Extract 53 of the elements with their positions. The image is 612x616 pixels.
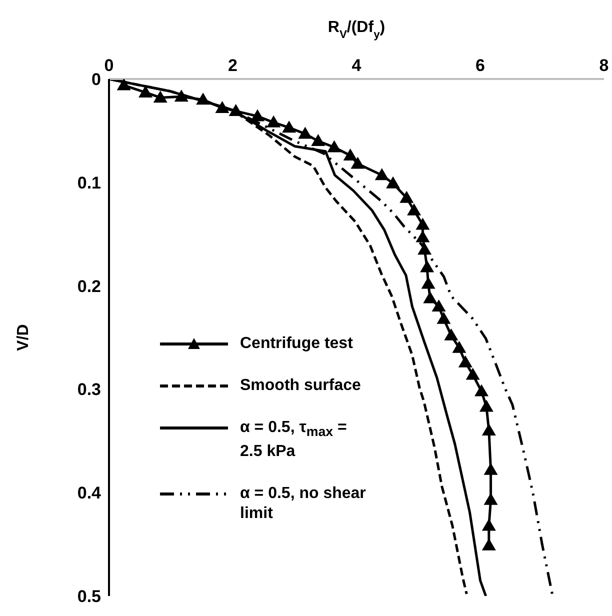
point <box>423 291 438 304</box>
point <box>458 355 472 368</box>
point <box>350 156 365 169</box>
x-tick-label: 0 <box>104 56 114 75</box>
x-axis-title: R$_{V}$/(Df$_{y}$) <box>328 19 386 41</box>
point <box>116 79 131 90</box>
point <box>215 100 230 113</box>
point <box>452 340 466 353</box>
y-tick-label: 0.2 <box>77 276 101 296</box>
point <box>436 312 451 324</box>
point <box>482 424 496 436</box>
point <box>327 140 342 152</box>
point <box>484 492 498 505</box>
point <box>416 230 430 242</box>
y-tick-label: 0.5 <box>77 587 101 606</box>
point <box>386 176 400 188</box>
y-tick-label: 0 <box>92 70 101 90</box>
point <box>250 109 264 122</box>
point <box>153 90 168 103</box>
point <box>298 126 312 139</box>
point <box>484 462 498 475</box>
point <box>400 190 414 203</box>
y-tick-label: 0.3 <box>77 380 101 400</box>
point <box>479 400 494 412</box>
point <box>416 218 430 230</box>
point <box>282 120 296 133</box>
y-tick-label: 0.4 <box>77 484 102 503</box>
point <box>421 276 436 289</box>
point <box>174 90 188 102</box>
point <box>482 518 496 531</box>
point <box>444 328 458 340</box>
y-axis-title: V/D <box>15 324 32 351</box>
point <box>466 368 480 380</box>
legend-label: Centrifuge test <box>240 334 354 354</box>
legend-label: α = 0.5, no shear limit <box>240 484 367 524</box>
point <box>343 148 358 161</box>
x-tick-label: 8 <box>599 56 609 75</box>
point <box>432 299 446 312</box>
y-tick-label: 0.1 <box>77 173 101 192</box>
x-tick-label: 4 <box>352 56 362 75</box>
point <box>420 260 434 272</box>
x-tick-label: 2 <box>228 56 238 75</box>
point <box>407 203 422 216</box>
x-tick-label: 6 <box>476 56 485 75</box>
legend-label: Smooth surface <box>240 376 362 396</box>
point <box>374 168 389 180</box>
text: α = 0.5, τ$_{max}$ = 2.5 kPa <box>240 419 347 460</box>
point <box>311 134 326 146</box>
point <box>196 92 210 105</box>
point <box>418 242 432 255</box>
point <box>474 384 488 396</box>
point <box>482 538 496 550</box>
point <box>266 115 281 128</box>
